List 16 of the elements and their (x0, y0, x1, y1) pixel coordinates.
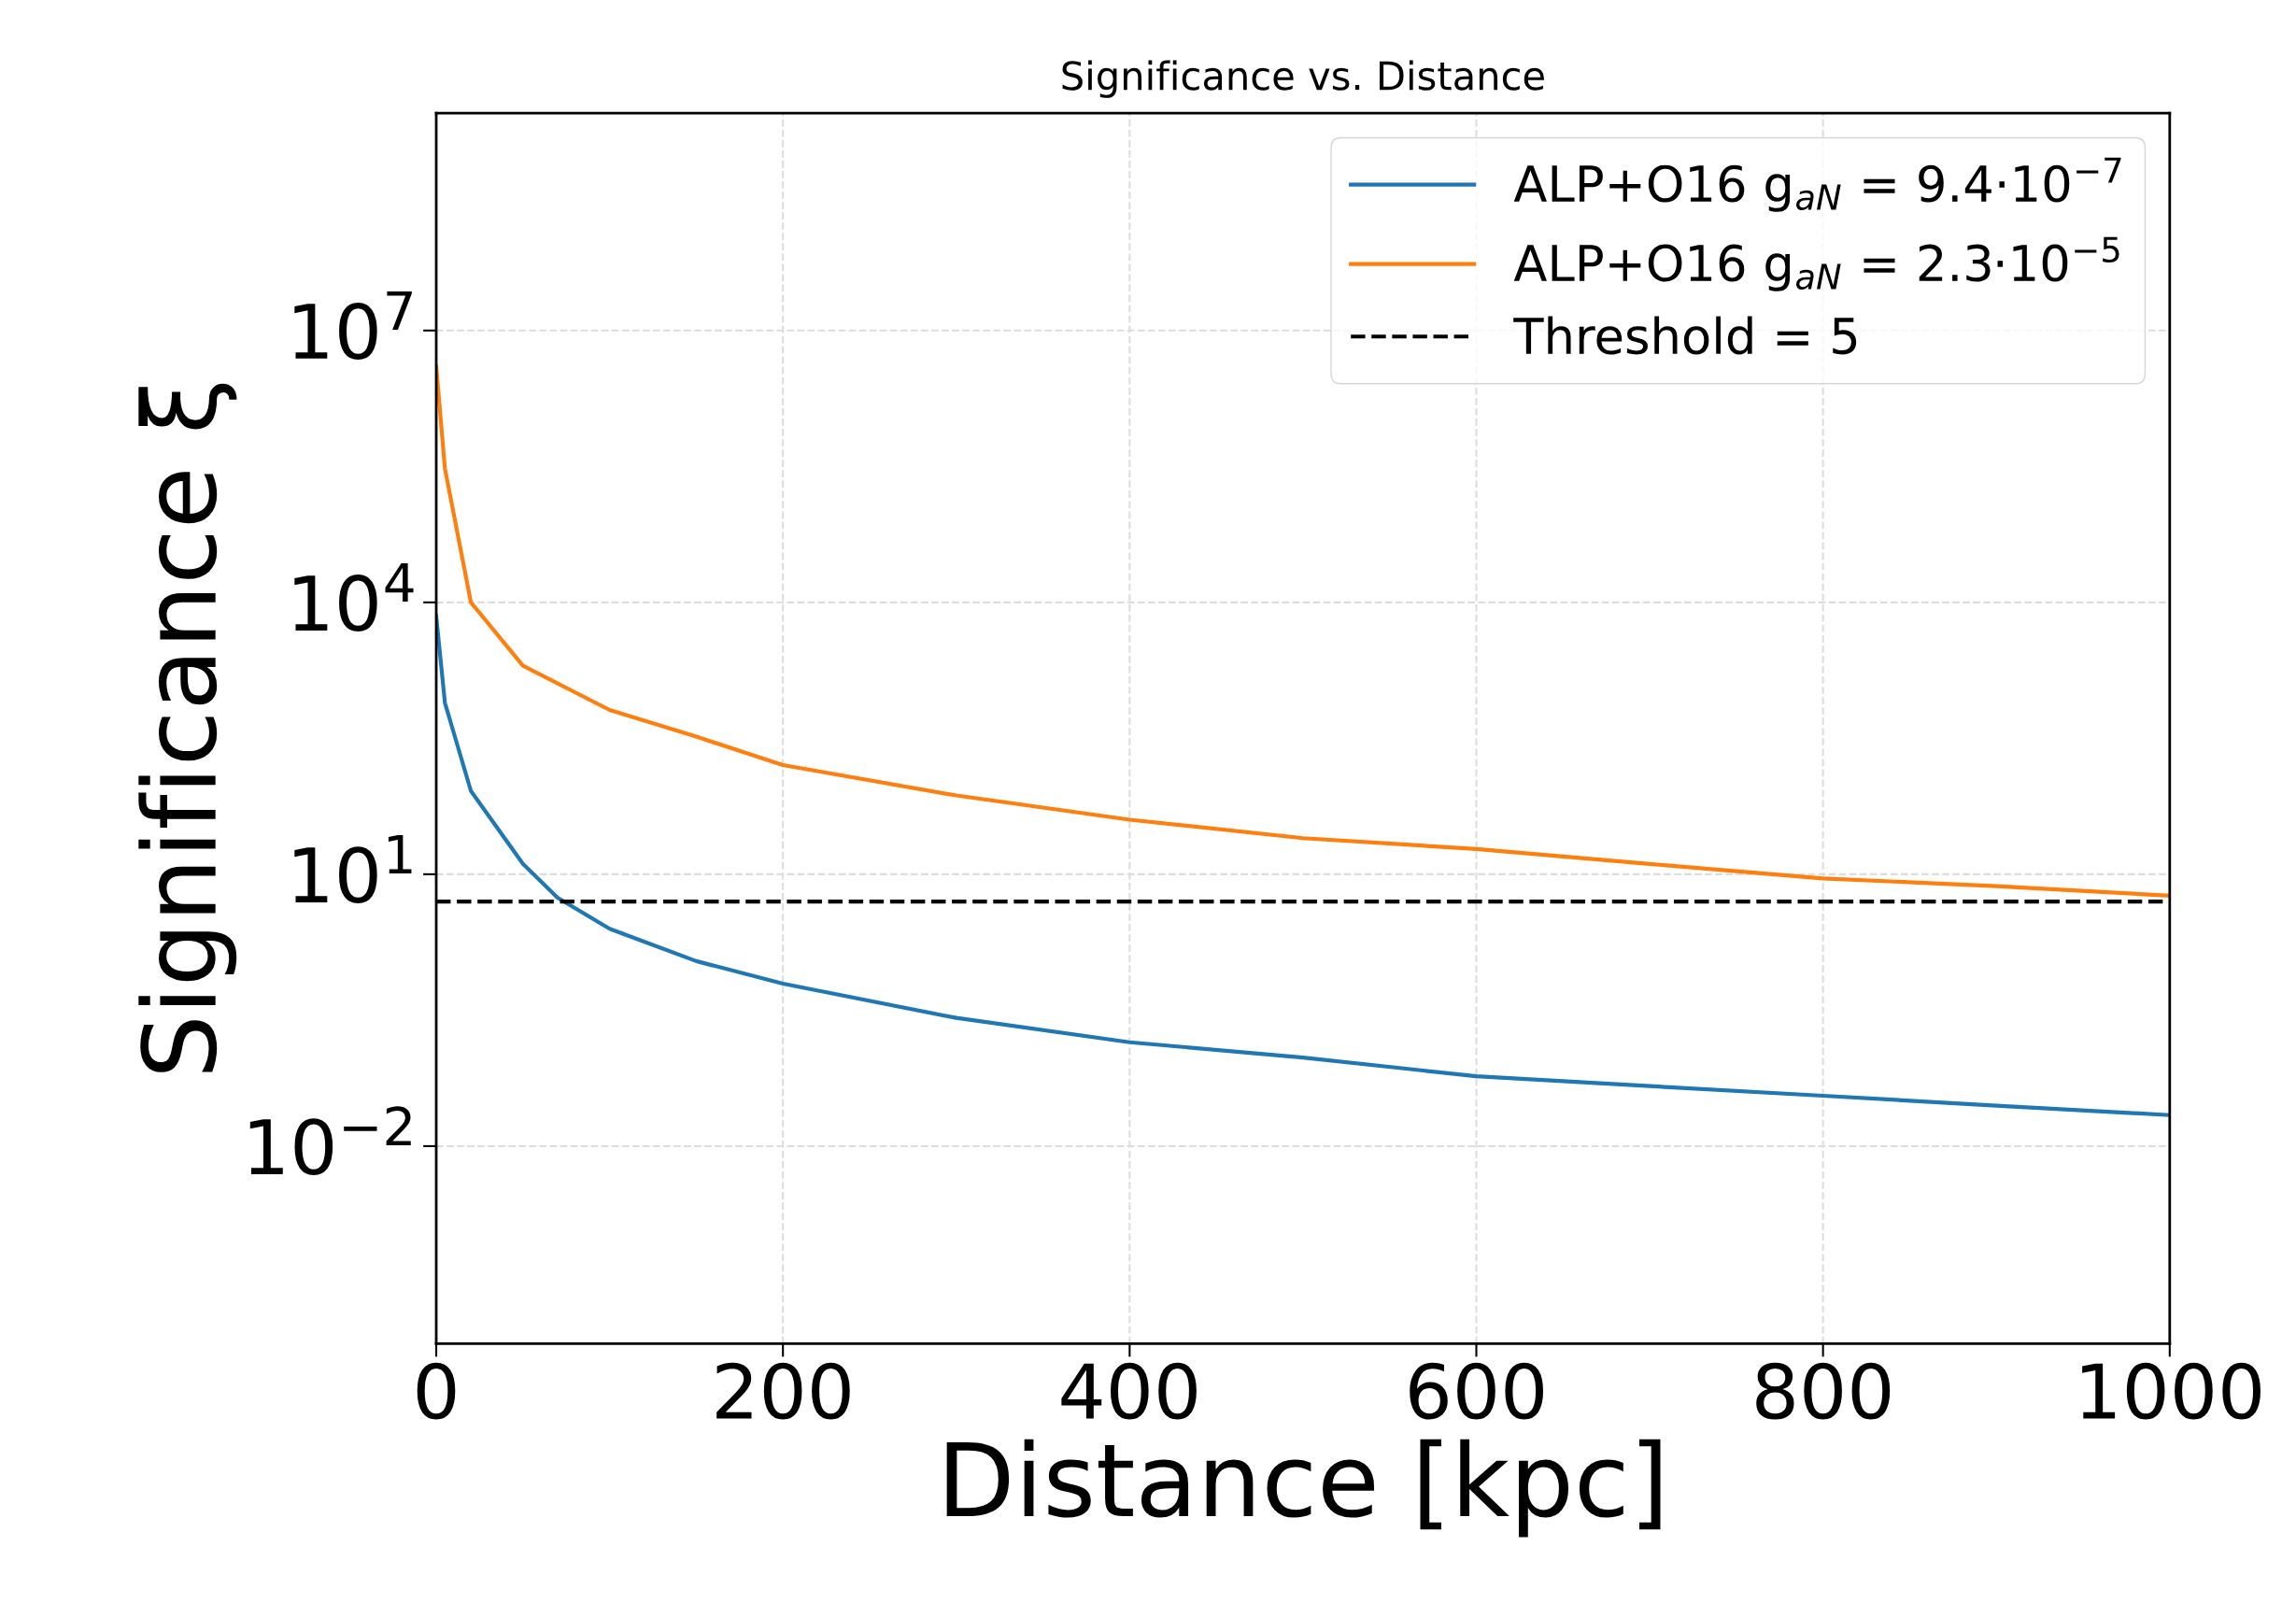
y-tick-label: 10$^{−2}$ (249, 1106, 411, 1176)
y-axis-title: Significance ξ (138, 383, 237, 1072)
y-tick-label: 10$^{1}$ (294, 834, 412, 904)
x-tick-label: 600 (1410, 1362, 1544, 1420)
legend-label: ALP+O16 g$_{aN}$ = 9.4·10$^{−7}$ (1513, 157, 2121, 212)
legend-label: Threshold = 5 (1513, 316, 1857, 355)
x-axis-title: Distance [kpc] (946, 1439, 1661, 1538)
x-tick-label: 800 (1756, 1362, 1891, 1420)
x-tick-label: 1000 (2082, 1362, 2261, 1420)
y-tick-label: 10$^{4}$ (294, 562, 414, 632)
x-tick-label: 200 (716, 1362, 850, 1420)
y-tick-label: 10$^{7}$ (294, 291, 412, 360)
chart-title: Significance vs. Distance (1062, 60, 1544, 98)
x-tick-label: 0 (417, 1362, 456, 1420)
x-tick-label: 400 (1061, 1362, 1197, 1420)
legend-label: ALP+O16 g$_{aN}$ = 2.3·10$^{−5}$ (1513, 236, 2119, 291)
